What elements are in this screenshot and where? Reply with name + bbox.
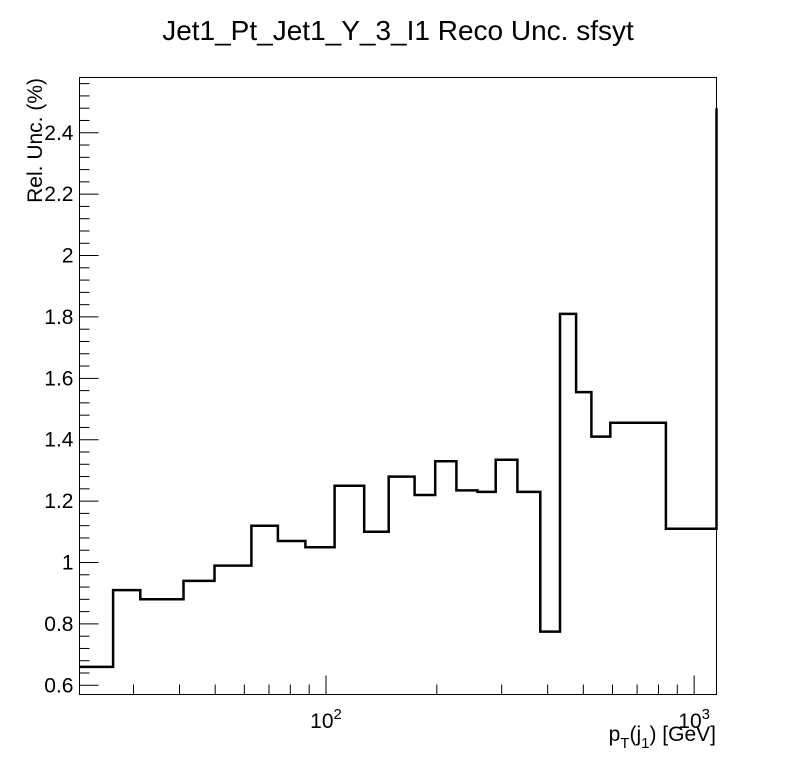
chart-title: Jet1_Pt_Jet1_Y_3_I1 Reco Unc. sfsyt <box>162 15 634 46</box>
x-axis-label: pT(j1) [GeV] <box>609 723 716 752</box>
x-tick-label: 102 <box>310 706 342 733</box>
histogram-series <box>79 108 718 669</box>
y-tick-label: 0.6 <box>44 674 73 697</box>
x-axis: 102 103 <box>133 675 710 733</box>
y-axis: 0.6 0.8 1 1.2 1.4 1.6 1.8 2 2.2 2.4 <box>44 83 99 697</box>
y-tick-label: 1.4 <box>44 429 74 452</box>
y-tick-label: 0.8 <box>44 613 73 636</box>
y-axis-label: Rel. Unc. (%) <box>24 78 47 203</box>
y-tick-label: 1.8 <box>44 306 73 329</box>
y-tick-label: 2.4 <box>44 122 74 145</box>
plot-frame <box>79 77 717 695</box>
y-tick-label: 1 <box>62 552 74 575</box>
x-tick-label: 103 <box>678 706 710 733</box>
y-tick-label: 1.6 <box>44 367 73 390</box>
y-tick-label: 1.2 <box>44 490 73 513</box>
y-tick-label: 2.2 <box>44 183 73 206</box>
y-tick-label: 2 <box>62 245 74 268</box>
